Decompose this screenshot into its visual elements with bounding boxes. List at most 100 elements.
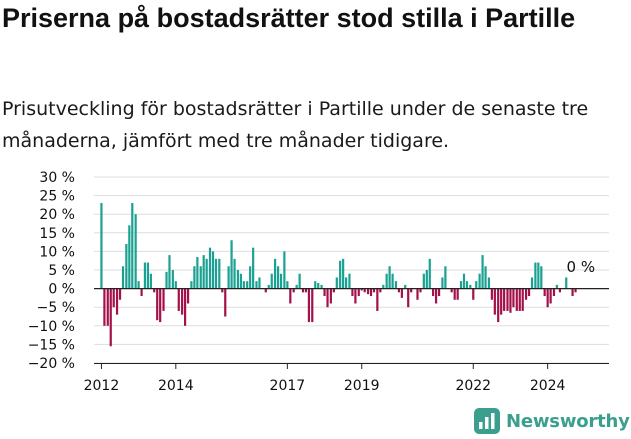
bar	[140, 288, 143, 297]
y-tick-label: 25 %	[39, 189, 75, 205]
y-tick-label: 15 %	[39, 226, 75, 242]
bar	[165, 271, 168, 289]
brand-name: Newsworthy	[506, 410, 630, 432]
bar	[283, 251, 286, 289]
bar	[211, 251, 215, 289]
bar	[146, 262, 150, 289]
bar	[304, 288, 308, 293]
bar	[273, 258, 277, 289]
bar	[153, 288, 156, 293]
bar	[515, 288, 518, 311]
bar	[382, 284, 385, 289]
bar	[459, 281, 463, 289]
bar	[246, 281, 249, 289]
bar	[184, 288, 187, 326]
bar	[143, 262, 147, 289]
bar	[329, 288, 332, 304]
bar	[369, 288, 373, 297]
bar	[121, 266, 125, 289]
bar	[450, 288, 453, 293]
bar	[574, 288, 577, 293]
bar	[503, 288, 506, 311]
bar	[530, 277, 534, 289]
chart-title: Priserna på bostadsrätter stod stilla i …	[2, 3, 576, 33]
bar	[351, 288, 354, 297]
bar	[249, 266, 252, 289]
bar	[196, 256, 199, 289]
bar	[267, 284, 270, 289]
bar	[546, 288, 549, 308]
bar	[208, 247, 212, 289]
bar	[379, 288, 382, 293]
newsworthy-logo-icon	[474, 408, 500, 434]
bar	[137, 281, 140, 289]
bar	[301, 288, 305, 293]
bar	[100, 203, 103, 289]
bar	[159, 288, 162, 323]
bar	[227, 266, 230, 289]
x-tick-label: 2014	[158, 378, 194, 394]
bar	[537, 262, 540, 289]
bar	[106, 288, 109, 326]
bar	[475, 281, 478, 289]
bar	[236, 270, 239, 289]
bar	[109, 288, 112, 347]
x-axis-tick-labels: 2012 2014 2017 2019 2022 2024	[84, 363, 566, 394]
bar	[125, 243, 128, 289]
bar	[385, 273, 388, 289]
bar	[428, 258, 431, 289]
bar	[218, 258, 221, 289]
bar	[276, 266, 280, 289]
bar	[565, 277, 568, 289]
y-axis-tick-labels: −20 % −15 % −10 % −5 % 0 % 5 % 10 % 15 % 20 % 25 …	[28, 170, 75, 372]
bar	[171, 270, 174, 289]
bar	[487, 277, 490, 289]
bar	[357, 288, 360, 297]
bar	[162, 288, 165, 311]
bar	[174, 281, 177, 289]
bar	[518, 288, 521, 311]
bar	[490, 288, 493, 300]
newsworthy-brand: Newsworthy	[474, 406, 630, 436]
y-tick-label: −20 %	[28, 356, 75, 372]
bar	[549, 288, 552, 304]
bar	[407, 288, 410, 308]
bar	[311, 288, 314, 323]
bar	[397, 288, 401, 293]
bar	[345, 277, 348, 289]
bar	[289, 288, 292, 304]
bar	[112, 288, 115, 308]
bar	[437, 288, 441, 297]
bar	[456, 288, 459, 300]
bar	[472, 288, 475, 300]
y-tick-label: −5 %	[37, 300, 75, 316]
y-tick-label: 5 %	[48, 263, 75, 279]
bar	[444, 266, 447, 289]
bar	[279, 273, 283, 289]
bar	[509, 288, 512, 313]
bar	[134, 214, 137, 289]
y-tick-label: 20 %	[39, 207, 75, 223]
bar	[552, 288, 556, 297]
bar	[193, 266, 196, 289]
y-tick-label: 10 %	[39, 244, 75, 260]
bar	[376, 288, 379, 311]
bar	[326, 288, 329, 308]
bar	[394, 281, 398, 289]
bar	[527, 288, 531, 297]
x-tick-label: 2022	[455, 378, 491, 394]
bar	[555, 284, 559, 289]
bar	[295, 284, 298, 289]
bar	[156, 288, 159, 321]
bar	[506, 288, 509, 311]
bar	[224, 288, 227, 317]
bar	[425, 270, 428, 289]
bar	[469, 284, 472, 289]
bar	[320, 284, 323, 289]
x-tick-label: 2017	[270, 378, 306, 394]
bar	[168, 255, 171, 289]
bars	[100, 203, 577, 347]
bar	[264, 288, 267, 293]
bar	[524, 288, 528, 300]
